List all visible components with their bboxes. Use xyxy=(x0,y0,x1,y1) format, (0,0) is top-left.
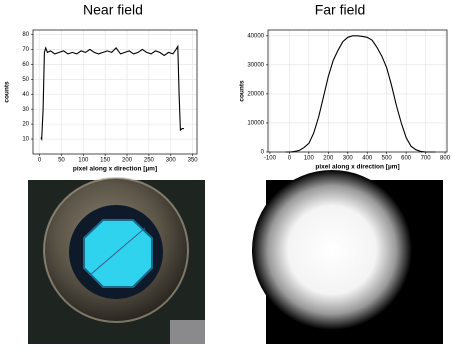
y-tick-label: 80 xyxy=(22,32,29,38)
x-tick-label: 200 xyxy=(323,156,334,162)
x-tick-label: 350 xyxy=(188,158,199,164)
y-axis-label: counts xyxy=(239,80,246,102)
y-tick-label: 50 xyxy=(22,77,29,83)
y-tick-label: 70 xyxy=(22,47,29,53)
x-tick-label: 150 xyxy=(100,158,111,164)
x-tick-label: 250 xyxy=(144,158,155,164)
x-axis-label: pixel along x direction [µm] xyxy=(73,166,157,173)
y-tick-label: 40 xyxy=(22,92,29,98)
x-tick-label: 400 xyxy=(362,156,373,162)
x-tick-label: 700 xyxy=(421,156,432,162)
data-line xyxy=(40,44,184,142)
y-tick-label: 30000 xyxy=(247,62,264,68)
x-axis-label: pixel along x direction [µm] xyxy=(315,164,399,171)
x-tick-label: 100 xyxy=(78,158,89,164)
y-tick-label: 10 xyxy=(22,137,29,143)
data-line xyxy=(285,35,436,153)
x-tick-label: 600 xyxy=(401,156,412,162)
x-tick-label: 300 xyxy=(343,156,354,162)
x-tick-label: 300 xyxy=(166,158,177,164)
x-tick-label: 0 xyxy=(288,156,292,162)
x-tick-label: 50 xyxy=(58,158,65,164)
y-tick-label: 40000 xyxy=(247,33,264,39)
plot-frame xyxy=(32,29,198,155)
y-tick-label: 30 xyxy=(22,107,29,113)
y-tick-label: 60 xyxy=(22,62,29,68)
near-field-photo xyxy=(28,177,205,344)
y-tick-label: 10000 xyxy=(247,121,264,127)
x-tick-label: 100 xyxy=(304,156,315,162)
plot-frame xyxy=(267,29,448,153)
x-tick-label: 500 xyxy=(382,156,393,162)
chart-title: Near field xyxy=(83,2,143,18)
far-field-image xyxy=(252,170,443,344)
y-tick-label: 20000 xyxy=(247,91,264,97)
x-tick-label: 200 xyxy=(122,158,133,164)
x-tick-label: 0 xyxy=(38,158,42,164)
chart-title: Far field xyxy=(315,2,366,18)
y-tick-label: 20 xyxy=(22,122,29,128)
x-tick-label: 800 xyxy=(440,156,451,162)
y-tick-label: 0 xyxy=(261,150,265,156)
y-axis-label: counts xyxy=(4,81,11,103)
x-tick-label: -100 xyxy=(264,156,277,162)
